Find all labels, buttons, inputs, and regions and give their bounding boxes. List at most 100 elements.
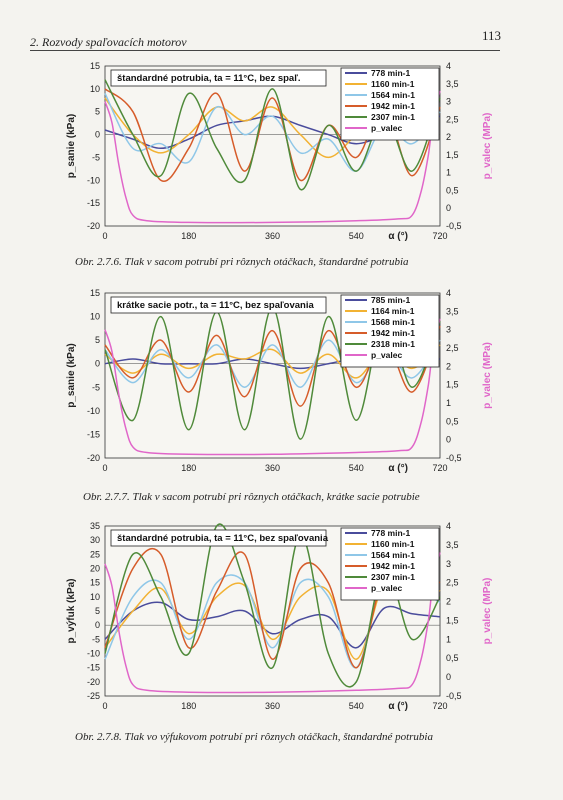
y-tick-label: -5 bbox=[92, 152, 100, 162]
legend-label: 1160 min-1 bbox=[371, 79, 415, 89]
y2-tick-label: 2 bbox=[446, 361, 451, 371]
y2-tick-label: 0 bbox=[446, 435, 451, 445]
y2-tick-label: 1,5 bbox=[446, 380, 459, 390]
y2-tick-label: 1 bbox=[446, 168, 451, 178]
y-tick-label: -15 bbox=[87, 429, 100, 439]
y2-tick-label: -0,5 bbox=[446, 221, 462, 231]
legend-label: 1564 min-1 bbox=[371, 550, 415, 560]
y2-tick-label: 0,5 bbox=[446, 185, 459, 195]
y-tick-label: 25 bbox=[90, 549, 100, 559]
y2-tick-label: 2,5 bbox=[446, 114, 459, 124]
y-axis-label: p_výfuk (kPa) bbox=[66, 578, 77, 643]
x-tick-label: 540 bbox=[349, 231, 364, 241]
y2-axis-label: p_valec (MPa) bbox=[482, 578, 493, 645]
figure-1: 15 10 5 0 -5 -10 -15 -20 4 3,5 3 2,5 2 1,5 1 0,5 0 -0,5 0 1… bbox=[60, 58, 500, 248]
figure-2: 15 10 5 0 -5 -10 -15 -20 4 3,5 3 2,5 2 1,5 1 0,5 0 -0,5 0 1… bbox=[60, 285, 500, 480]
legend-label: 778 min-1 bbox=[371, 528, 410, 538]
y2-tick-label: 4 bbox=[446, 288, 451, 298]
y-tick-label: 35 bbox=[90, 521, 100, 531]
y-tick-label: -5 bbox=[92, 382, 100, 392]
y2-tick-label: 1,5 bbox=[446, 615, 459, 625]
x-tick-label: 180 bbox=[181, 231, 196, 241]
y2-tick-label: 1,5 bbox=[446, 150, 459, 160]
y-tick-label: 20 bbox=[90, 564, 100, 574]
y-tick-label: -10 bbox=[87, 175, 100, 185]
y2-tick-label: 2,5 bbox=[446, 578, 459, 588]
y2-tick-label: 3,5 bbox=[446, 306, 459, 316]
x-axis-label: α (°) bbox=[388, 463, 408, 474]
y2-tick-label: 2 bbox=[446, 597, 451, 607]
header-rule bbox=[30, 50, 500, 51]
x-tick-label: 360 bbox=[265, 231, 280, 241]
caption-1: Obr. 2.7.6. Tlak v sacom potrubí pri rôz… bbox=[75, 256, 409, 268]
page-number: 113 bbox=[482, 28, 502, 43]
y2-tick-label: -0,5 bbox=[446, 691, 462, 701]
y2-tick-label: 3 bbox=[446, 325, 451, 335]
y2-tick-label: 3,5 bbox=[446, 540, 459, 550]
x-tick-label: 0 bbox=[102, 231, 107, 241]
legend-label: 1942 min-1 bbox=[371, 561, 415, 571]
x-tick-label: 0 bbox=[102, 701, 107, 711]
legend-label: 785 min-1 bbox=[371, 295, 410, 305]
y-tick-label: -15 bbox=[87, 663, 100, 673]
x-axis-label: α (°) bbox=[388, 701, 408, 712]
chart-intake-short: 15 10 5 0 -5 -10 -15 -20 4 3,5 3 2,5 2 1,5 1 0,5 0 -0,5 0 1… bbox=[66, 288, 493, 474]
y-tick-label: -20 bbox=[87, 221, 100, 231]
y2-axis-label: p_valec (MPa) bbox=[482, 342, 493, 409]
y2-tick-label: 3 bbox=[446, 97, 451, 107]
x-tick-label: 720 bbox=[432, 231, 447, 241]
y-tick-label: -10 bbox=[87, 649, 100, 659]
title-box bbox=[110, 296, 327, 314]
x-tick-label: 180 bbox=[181, 701, 196, 711]
x-tick-label: 540 bbox=[349, 463, 364, 473]
x-tick-label: 720 bbox=[432, 463, 447, 473]
y-axis-label: p_sanie (kPa) bbox=[66, 114, 77, 178]
chart-intake-standard: 15 10 5 0 -5 -10 -15 -20 4 3,5 3 2,5 2 1,5 1 0,5 0 -0,5 0 1… bbox=[66, 61, 493, 242]
legend-label: 2307 min-1 bbox=[371, 112, 415, 122]
legend-label: 2318 min-1 bbox=[371, 339, 415, 349]
legend-label: p_valec bbox=[371, 583, 402, 593]
x-tick-label: 360 bbox=[265, 701, 280, 711]
y-tick-label: -20 bbox=[87, 677, 100, 687]
chart-title: štandardné potrubia, ta = 11°C, bez spaľ… bbox=[117, 533, 329, 544]
legend-label: 1942 min-1 bbox=[371, 328, 415, 338]
x-tick-label: 0 bbox=[102, 463, 107, 473]
legend-label: 2307 min-1 bbox=[371, 572, 415, 582]
y-tick-label: 0 bbox=[95, 620, 100, 630]
x-tick-label: 540 bbox=[349, 701, 364, 711]
series-line-0 bbox=[104, 601, 441, 649]
y-tick-label: -15 bbox=[87, 198, 100, 208]
y-tick-label: 15 bbox=[90, 288, 100, 298]
y2-tick-label: 2,5 bbox=[446, 343, 459, 353]
x-axis-label: α (°) bbox=[388, 231, 408, 242]
y-tick-label: 30 bbox=[90, 535, 100, 545]
caption-3: Obr. 2.7.8. Tlak vo výfukovom potrubí pr… bbox=[75, 731, 433, 743]
figure-3: 35 30 25 20 15 10 5 0 -5 -10 -15 -20 -25 4 3,5 3 2,5 2 1,5… bbox=[60, 518, 500, 718]
x-tick-label: 360 bbox=[265, 463, 280, 473]
legend-label: 1160 min-1 bbox=[371, 539, 415, 549]
y-tick-label: -25 bbox=[87, 691, 100, 701]
y-tick-label: 15 bbox=[90, 61, 100, 71]
y2-tick-label: 1 bbox=[446, 398, 451, 408]
y-axis-label: p_sanie (kPa) bbox=[66, 343, 77, 407]
y2-tick-label: 3 bbox=[446, 559, 451, 569]
caption-2: Obr. 2.7.7. Tlak v sacom potrubí pri rôz… bbox=[83, 491, 420, 503]
legend-label: 778 min-1 bbox=[371, 68, 410, 78]
y-tick-label: 5 bbox=[95, 107, 100, 117]
series-line-5 bbox=[104, 552, 441, 694]
y2-axis-label: p_valec (MPa) bbox=[482, 113, 493, 180]
y2-tick-label: 4 bbox=[446, 521, 451, 531]
y2-tick-label: 1 bbox=[446, 634, 451, 644]
y-tick-label: 10 bbox=[90, 84, 100, 94]
y2-tick-label: 2 bbox=[446, 132, 451, 142]
y-tick-label: 15 bbox=[90, 578, 100, 588]
series-line-5 bbox=[104, 318, 441, 456]
y2-tick-label: 3,5 bbox=[446, 79, 459, 89]
y2-tick-label: -0,5 bbox=[446, 453, 462, 463]
y2-tick-label: 0 bbox=[446, 203, 451, 213]
y-tick-label: -5 bbox=[92, 634, 100, 644]
x-tick-label: 180 bbox=[181, 463, 196, 473]
legend-label: 1564 min-1 bbox=[371, 90, 415, 100]
chart-title: krátke sacie potr., ta = 11°C, bez spaľo… bbox=[117, 300, 314, 311]
y2-tick-label: 0,5 bbox=[446, 416, 459, 426]
